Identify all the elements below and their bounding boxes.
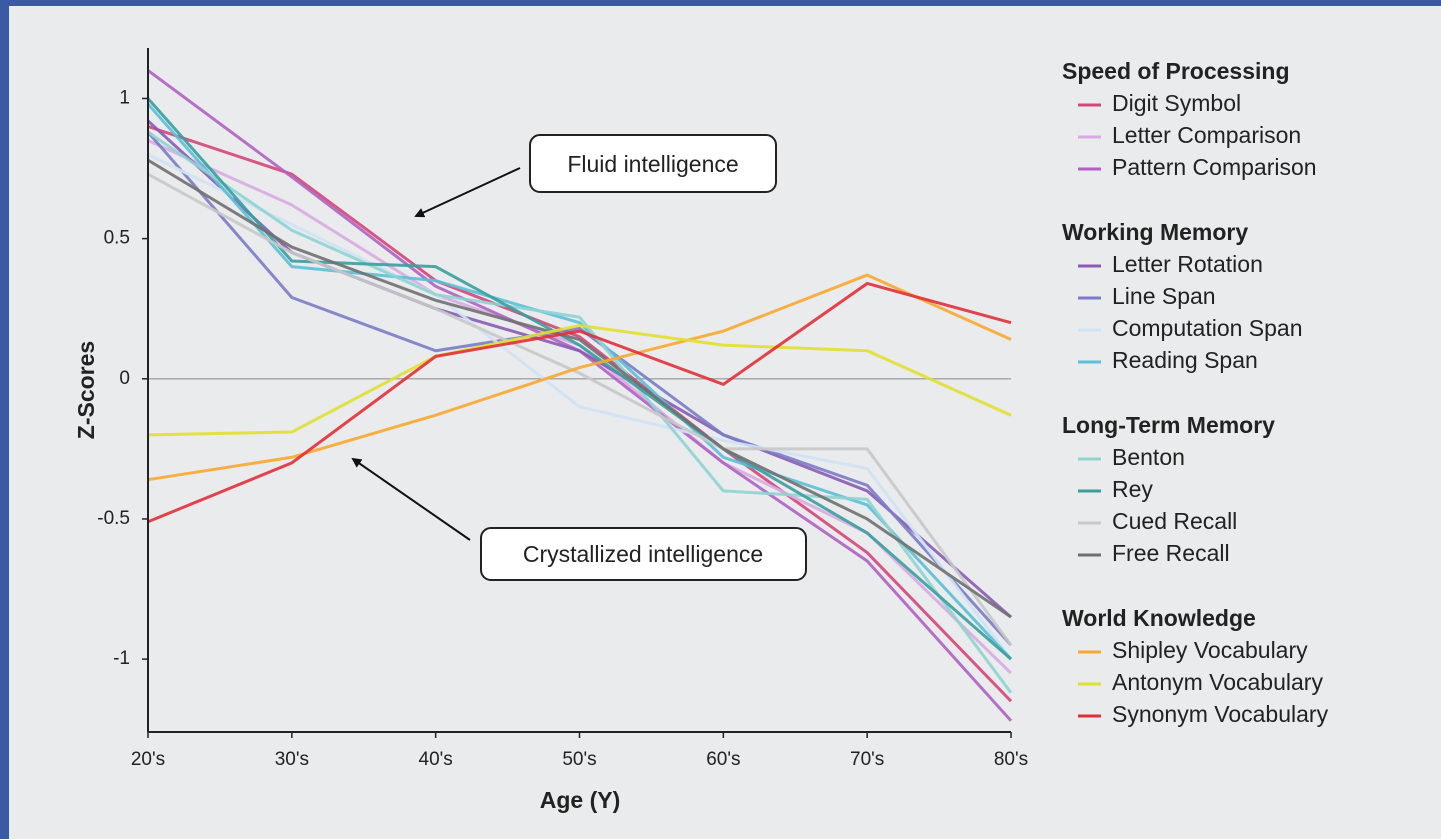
arrow (414, 167, 521, 218)
legend-label: Letter Rotation (1112, 251, 1263, 277)
line (147, 281, 1012, 524)
line (147, 153, 1013, 661)
annotation: Crystallized intelligence (523, 541, 763, 567)
line (146, 103, 1013, 661)
y-tick-label: 0 (119, 368, 130, 389)
legend-group-title: World Knowledge (1062, 605, 1256, 631)
legend-label: Reading Span (1112, 347, 1258, 373)
line (147, 273, 1012, 482)
legend-label: Letter Comparison (1112, 122, 1301, 148)
legend-label: Shipley Vocabulary (1112, 637, 1308, 663)
x-tick-label: 40's (419, 749, 453, 770)
legend-group-title: Working Memory (1062, 219, 1248, 245)
line (147, 125, 1013, 703)
legend-label: Cued Recall (1112, 508, 1237, 534)
line (147, 172, 1013, 646)
legend-group-title: Speed of Processing (1062, 58, 1290, 84)
legend-group-title: Long-Term Memory (1062, 412, 1275, 438)
x-tick-label: 80's (994, 749, 1028, 770)
y-tick-label: 0.5 (104, 228, 130, 249)
legend-label: Rey (1112, 476, 1153, 502)
legend-label: Synonym Vocabulary (1112, 701, 1329, 727)
legend-label: Antonym Vocabulary (1112, 669, 1323, 695)
x-tick-label: 30's (275, 749, 309, 770)
legend-label: Pattern Comparison (1112, 154, 1317, 180)
line (147, 324, 1012, 437)
y-tick-label: 1 (119, 87, 130, 108)
x-axis-label: Age (Y) (540, 787, 621, 813)
arrow (351, 457, 471, 541)
x-tick-label: 20's (131, 749, 165, 770)
annotation-box (480, 527, 807, 581)
x-tick-label: 60's (706, 749, 740, 770)
line (146, 131, 1013, 647)
line (147, 130, 1013, 694)
y-tick-label: -0.5 (97, 508, 130, 529)
y-tick-label: -1 (113, 648, 130, 669)
line (147, 158, 1012, 619)
x-tick-label: 70's (850, 749, 884, 770)
legend-label: Benton (1112, 444, 1185, 470)
x-tick-label: 50's (562, 749, 596, 770)
y-axis-label: Z-Scores (73, 341, 99, 439)
legend-label: Free Recall (1112, 540, 1230, 566)
line (146, 97, 1012, 661)
legend-label: Computation Span (1112, 315, 1303, 341)
legend-label: Digit Symbol (1112, 90, 1241, 116)
annotation: Fluid intelligence (567, 151, 738, 177)
annotation-box (529, 134, 777, 193)
legend-label: Line Span (1112, 283, 1216, 309)
